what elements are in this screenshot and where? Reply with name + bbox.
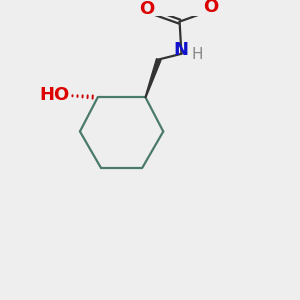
Text: O: O [139,0,154,18]
Text: O: O [203,0,218,16]
Text: H: H [192,47,203,62]
Polygon shape [145,59,161,98]
Text: HO: HO [39,85,69,103]
Text: N: N [173,41,188,59]
